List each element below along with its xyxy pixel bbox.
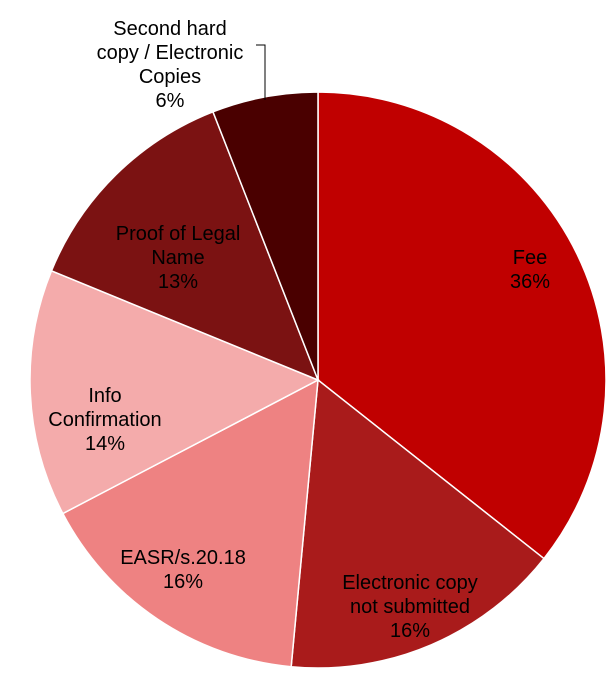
pie-slice xyxy=(290,378,546,669)
category-label: Electronic copy not submitted xyxy=(342,572,478,618)
slice-label: Second hard copy / Electronic Copies 6% xyxy=(93,17,248,113)
value-label: 36% xyxy=(509,271,551,293)
category-label: Second hard copy / Electronic Copies xyxy=(96,18,244,88)
slice-label: Info Confirmation 14% xyxy=(40,384,170,456)
category-label: Fee xyxy=(512,247,548,269)
category-label: Proof of Legal Name xyxy=(115,223,241,269)
value-label: 13% xyxy=(157,271,199,293)
slice-label: EASR/s.20.18 16% xyxy=(93,546,273,594)
pie-slice xyxy=(61,378,319,668)
slice-label: Electronic copy not submitted 16% xyxy=(335,571,485,643)
value-label: 14% xyxy=(84,433,126,455)
pie-slice xyxy=(317,91,607,560)
value-label: 6% xyxy=(155,90,185,112)
slice-label: Fee 36% xyxy=(470,246,590,294)
category-label: EASR/s.20.18 xyxy=(120,547,246,569)
pie-slice xyxy=(50,110,320,382)
slice-label: Proof of Legal Name 13% xyxy=(103,222,253,294)
pie-slice xyxy=(29,269,320,515)
value-label: 16% xyxy=(162,571,204,593)
category-label: Info Confirmation xyxy=(48,385,162,431)
value-label: 16% xyxy=(389,620,431,642)
leader-line xyxy=(256,44,266,100)
